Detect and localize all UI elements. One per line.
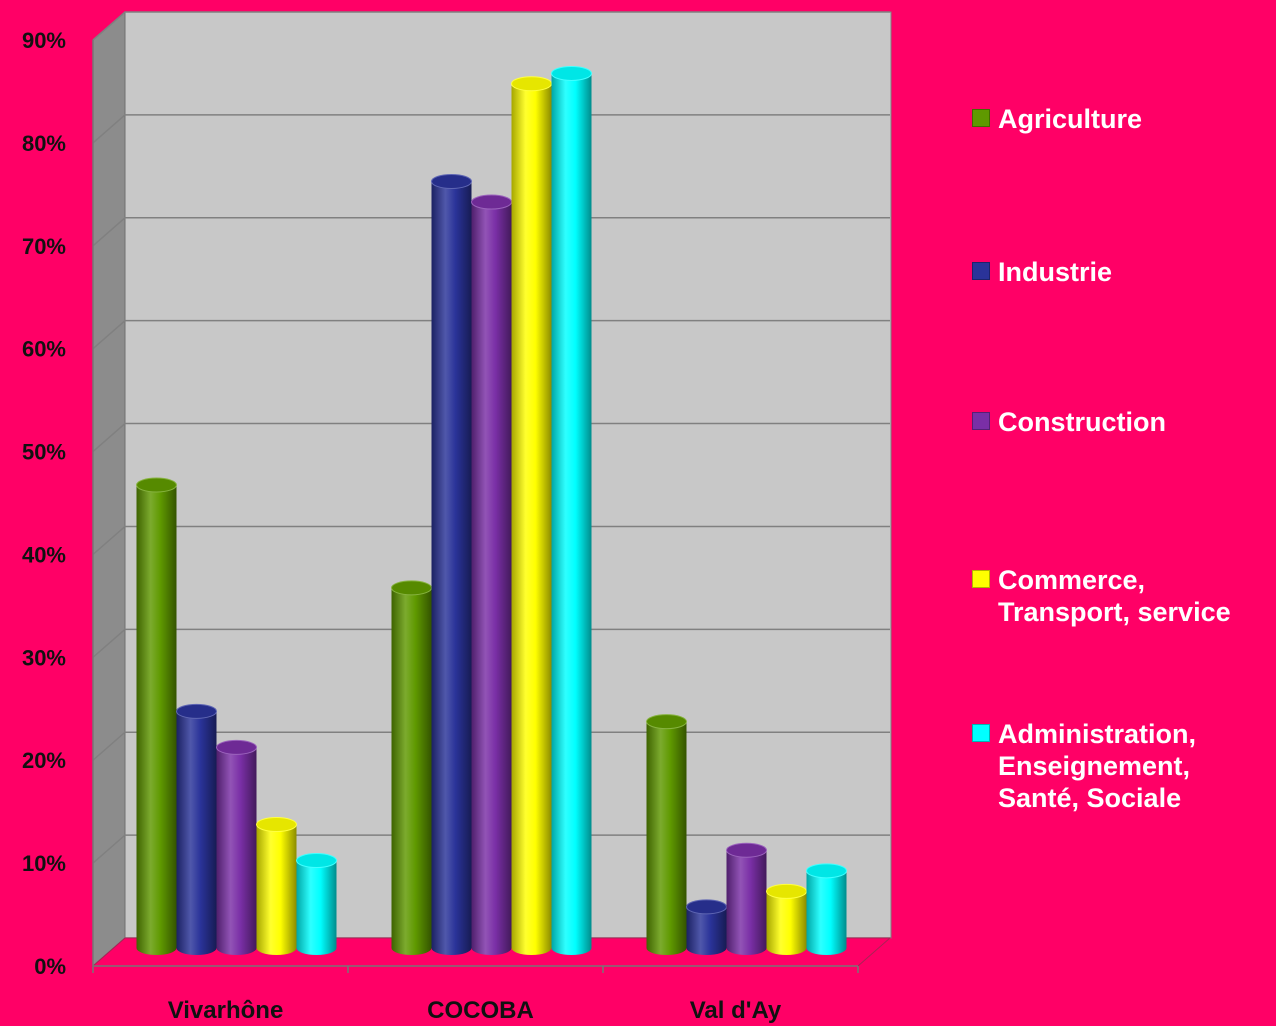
gridline [92, 114, 890, 144]
y-tick-label: 50% [22, 440, 66, 465]
legend-label-administration: Administration, Enseignement, Santé, Soc… [998, 719, 1197, 813]
legend-swatch-construction [972, 412, 990, 430]
gridline [92, 628, 890, 658]
legend-label-construction: Construction [998, 407, 1166, 437]
side-wall [92, 10, 126, 968]
y-tick-label: 30% [22, 645, 66, 670]
bar-top [686, 899, 727, 915]
bar [256, 824, 297, 955]
gridline [92, 217, 890, 247]
legend-swatch-agriculture [972, 109, 990, 127]
gridline [92, 731, 890, 761]
bar [726, 850, 767, 955]
bar [431, 181, 472, 955]
bar-top [726, 842, 767, 858]
gridline [92, 422, 890, 453]
legend-item-industrie: Industrie [972, 256, 1112, 288]
bar-top [806, 863, 847, 879]
legend-item-construction: Construction [972, 406, 1166, 438]
y-tick-label: 0% [34, 954, 66, 979]
y-tick-label: 40% [22, 542, 66, 567]
bar [296, 860, 337, 955]
legend-label-commerce: Commerce, Transport, service [998, 565, 1231, 627]
y-tick-label: 80% [22, 131, 66, 156]
legend-label-industrie: Industrie [998, 257, 1113, 287]
bar [216, 747, 257, 955]
y-tick-label: 90% [22, 28, 66, 53]
bar-top [431, 173, 472, 189]
legend-item-administration: Administration, Enseignement, Santé, Soc… [972, 718, 1196, 814]
legend-swatch-commerce [972, 570, 990, 588]
x-tick-label: Val d'Ay [690, 997, 782, 1024]
gridline [92, 525, 890, 556]
bar [176, 711, 217, 955]
bar-top [296, 853, 337, 869]
bar-top [391, 580, 432, 596]
bar-top [136, 477, 177, 493]
y-tick-label: 60% [22, 337, 66, 362]
bar-top [511, 76, 552, 92]
bar-top [766, 883, 807, 899]
bar-top [216, 739, 257, 755]
legend-label-agriculture: Agriculture [998, 104, 1143, 134]
bar [766, 891, 807, 955]
bar-top [256, 817, 297, 833]
gridline [92, 834, 890, 864]
gridline [92, 11, 890, 41]
bar [136, 485, 177, 955]
bar [646, 721, 687, 955]
bar [391, 587, 432, 955]
legend-swatch-industrie [972, 262, 990, 280]
bar [511, 83, 552, 955]
legend-item-commerce: Commerce, Transport, service [972, 564, 1231, 628]
legend-swatch-administration [972, 724, 990, 742]
bar [471, 202, 512, 956]
bar-top [176, 703, 217, 719]
y-tick-label: 70% [22, 234, 66, 259]
bar-top [646, 714, 687, 730]
gridline [92, 319, 890, 350]
bar-top [471, 194, 512, 210]
x-tick-label: Vivarhône [168, 997, 284, 1024]
bar [551, 73, 592, 955]
x-tick-label: COCOBA [427, 997, 534, 1024]
bar [686, 906, 727, 955]
bar-top [551, 65, 592, 81]
y-tick-label: 10% [22, 851, 66, 876]
legend-item-agriculture: Agriculture [972, 103, 1142, 135]
y-tick-label: 20% [22, 748, 66, 773]
bar [806, 870, 847, 955]
legend: Agriculture Industrie Construction Comme… [972, 0, 1272, 1026]
